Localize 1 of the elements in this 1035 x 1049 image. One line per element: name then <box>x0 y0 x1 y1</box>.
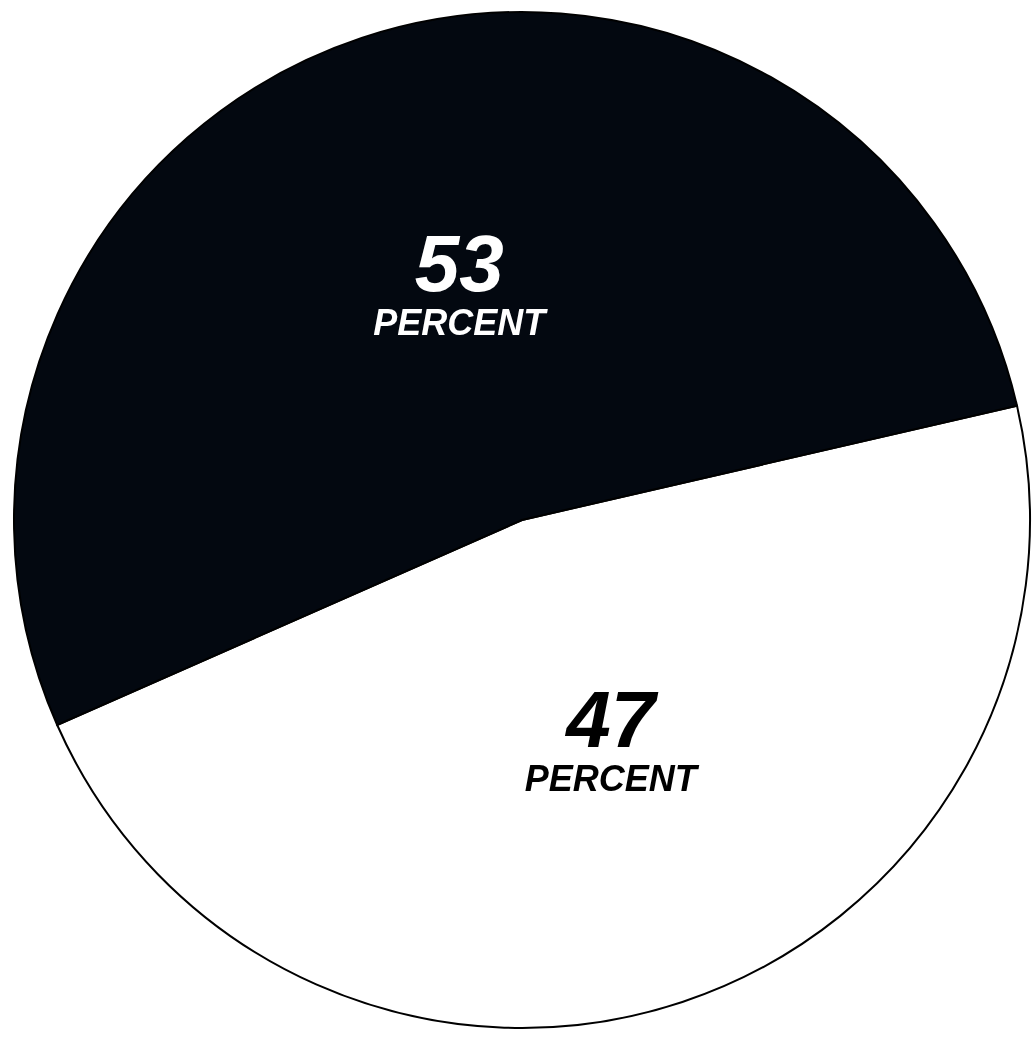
text: 53 PERCENT <box>373 219 546 344</box>
